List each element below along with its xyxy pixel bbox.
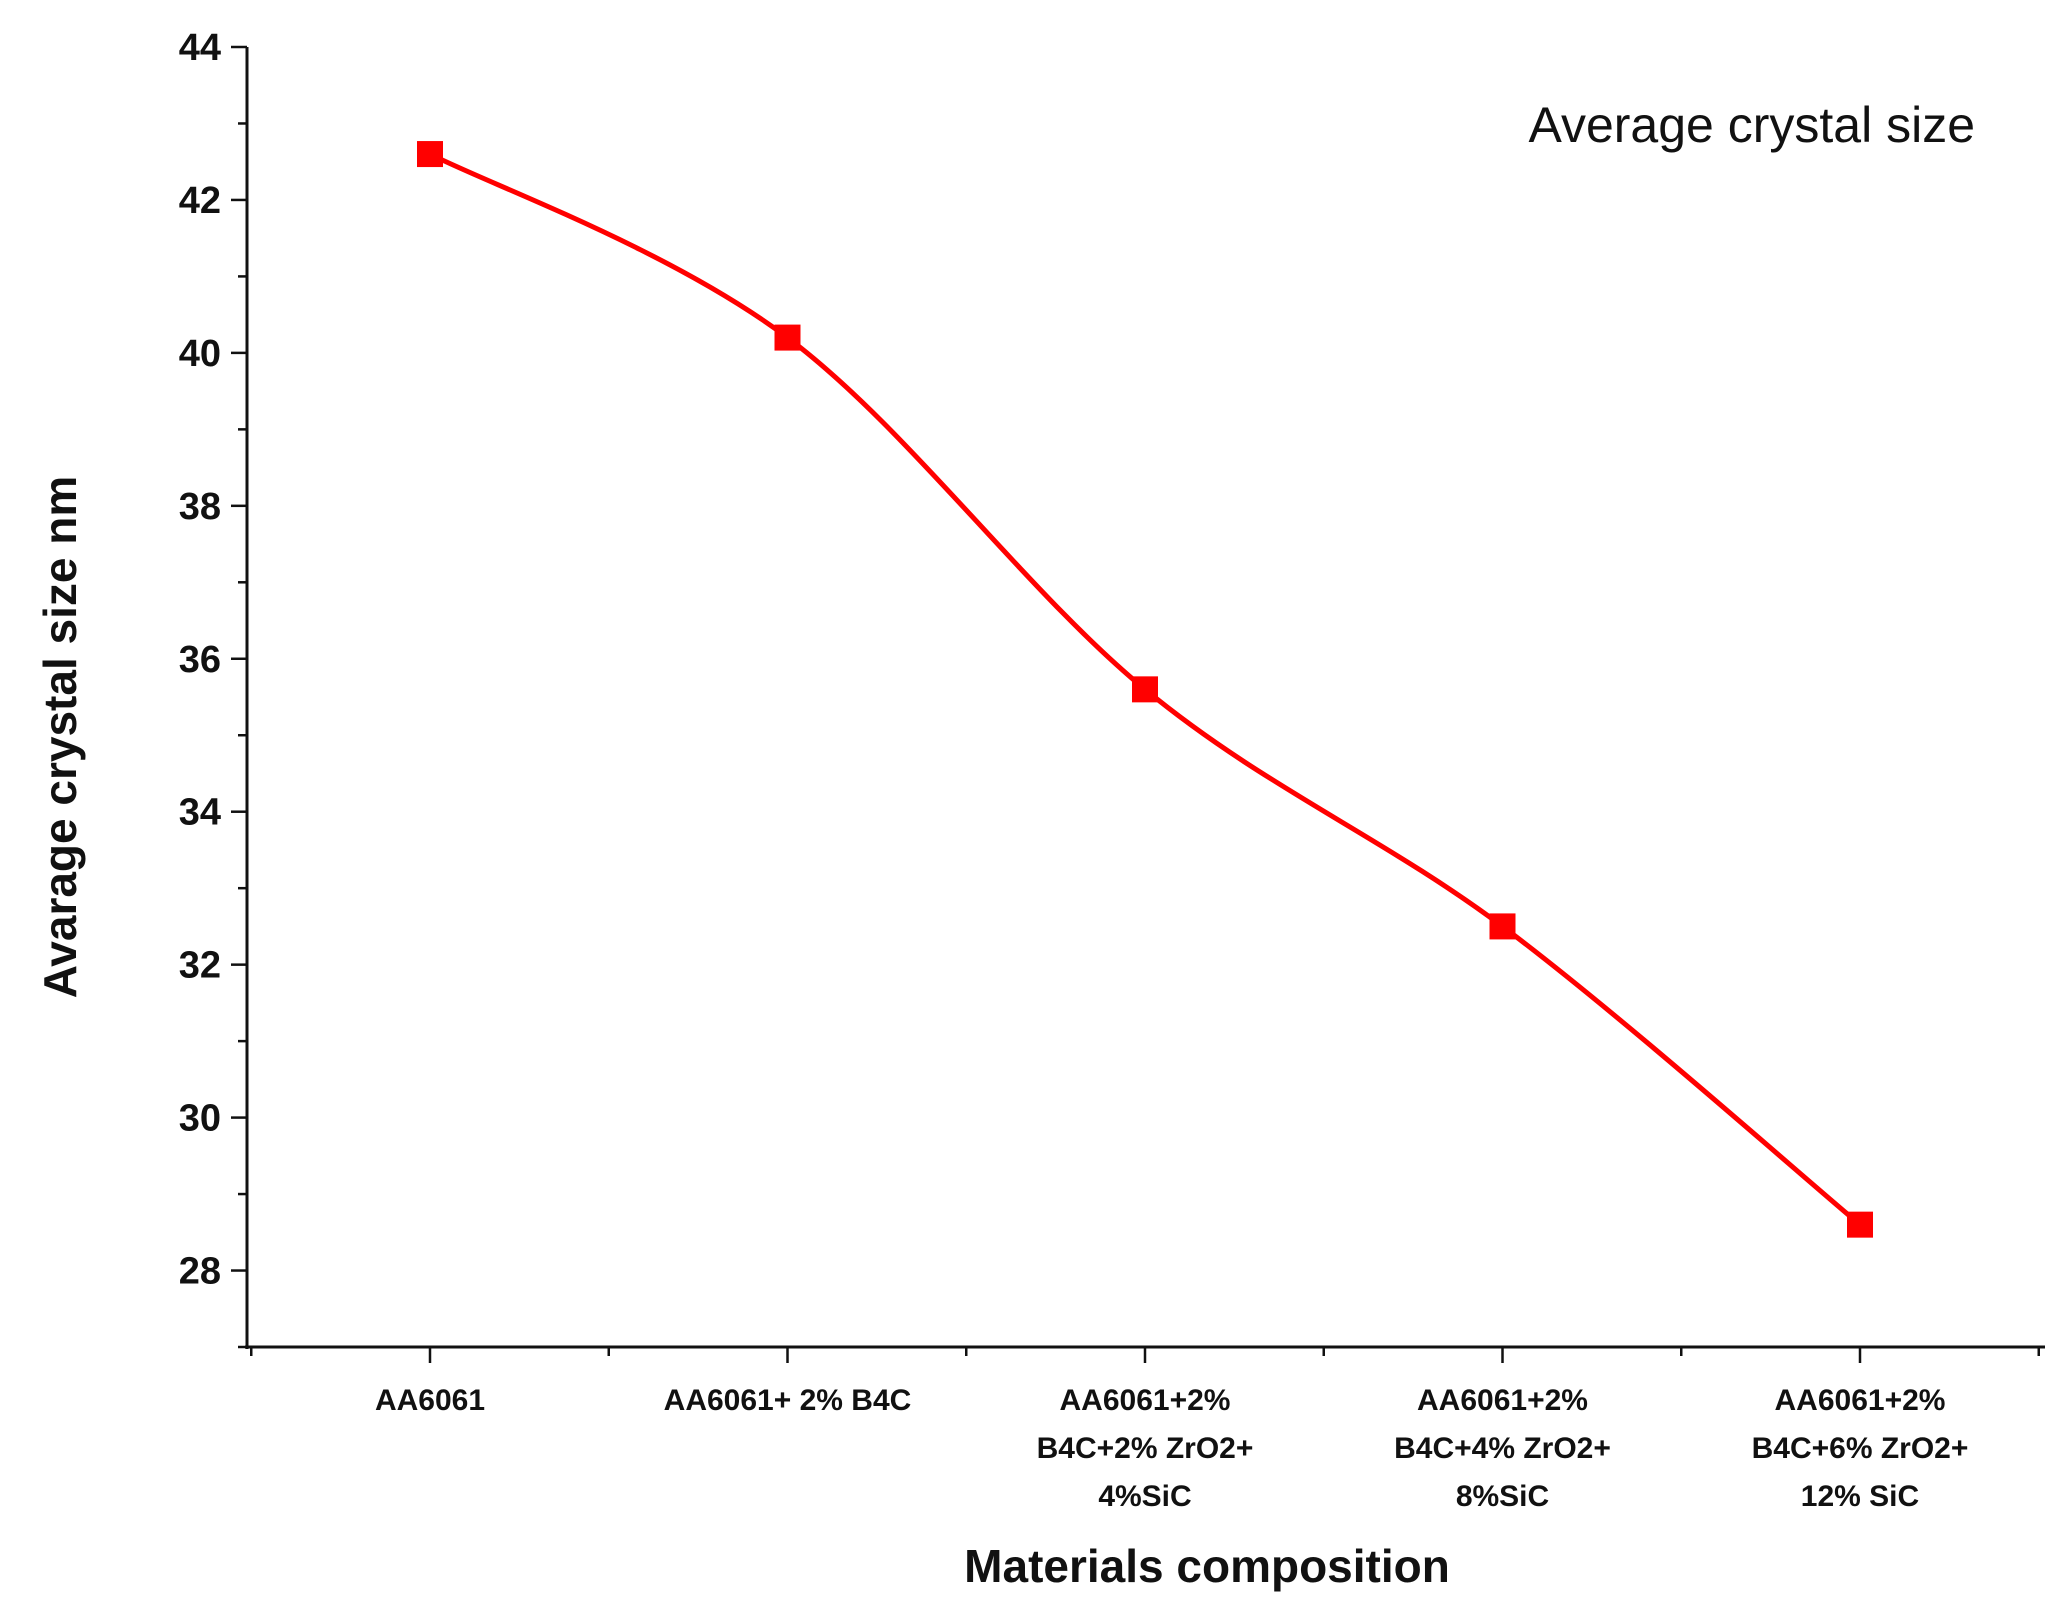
y-tick-label: 34 bbox=[179, 792, 221, 834]
y-tick-label: 28 bbox=[179, 1251, 221, 1293]
y-tick-label: 40 bbox=[179, 333, 221, 375]
y-tick-label: 32 bbox=[179, 945, 221, 987]
x-tick-label-line: AA6061+2% bbox=[1417, 1384, 1588, 1417]
x-tick-label-line: B4C+4% ZrO2+ bbox=[1394, 1432, 1611, 1465]
x-tick-label: AA6061+2% B4C+6% ZrO2+ 12% SiC bbox=[1752, 1384, 1969, 1513]
y-tick-label: 30 bbox=[179, 1098, 221, 1140]
x-tick-label-line: B4C+6% ZrO2+ bbox=[1752, 1432, 1969, 1465]
y-tick-label: 42 bbox=[179, 180, 221, 222]
x-tick-label-line: AA6061 bbox=[375, 1384, 485, 1417]
x-tick-label: AA6061+2% B4C+4% ZrO2+ 8%SiC bbox=[1394, 1384, 1611, 1513]
legend-entry: Average crystal size bbox=[1529, 97, 1975, 153]
x-axis-label: Materials composition bbox=[964, 1540, 1450, 1592]
y-tick-label: 38 bbox=[179, 486, 221, 528]
x-tick-label-line: 12% SiC bbox=[1801, 1480, 1919, 1513]
x-ticks: AA6061 AA6061+ 2% B4C AA6061+2% B4C+2% ZrO2… bbox=[250, 1347, 2040, 1513]
y-axis-label: Avarage crystal size nm bbox=[34, 476, 86, 998]
y-ticks: 28 30 32 34 36 38 40 42 44 bbox=[179, 27, 247, 1349]
x-tick-label-line: AA6061+2% bbox=[1060, 1384, 1231, 1417]
series bbox=[417, 141, 1873, 1238]
x-tick-label-line: 8%SiC bbox=[1456, 1480, 1549, 1513]
x-tick-label-line: B4C+2% ZrO2+ bbox=[1037, 1432, 1254, 1465]
x-tick-label-line: AA6061+ 2% B4C bbox=[664, 1384, 912, 1417]
x-tick-label: AA6061+2% B4C+2% ZrO2+ 4%SiC bbox=[1037, 1384, 1254, 1513]
x-tick-label-line: 4%SiC bbox=[1098, 1480, 1191, 1513]
data-point-marker bbox=[1489, 913, 1516, 940]
y-tick-label: 44 bbox=[179, 27, 221, 69]
data-point-marker bbox=[1847, 1211, 1873, 1238]
data-point-marker bbox=[1132, 676, 1158, 703]
x-tick-label: AA6061+ 2% B4C bbox=[664, 1384, 912, 1417]
x-tick-label-line: AA6061+2% bbox=[1775, 1384, 1946, 1417]
x-tick-label: AA6061 bbox=[375, 1384, 485, 1417]
data-point-marker bbox=[417, 141, 443, 168]
y-tick-label: 36 bbox=[179, 639, 221, 681]
data-point-marker bbox=[774, 324, 801, 351]
